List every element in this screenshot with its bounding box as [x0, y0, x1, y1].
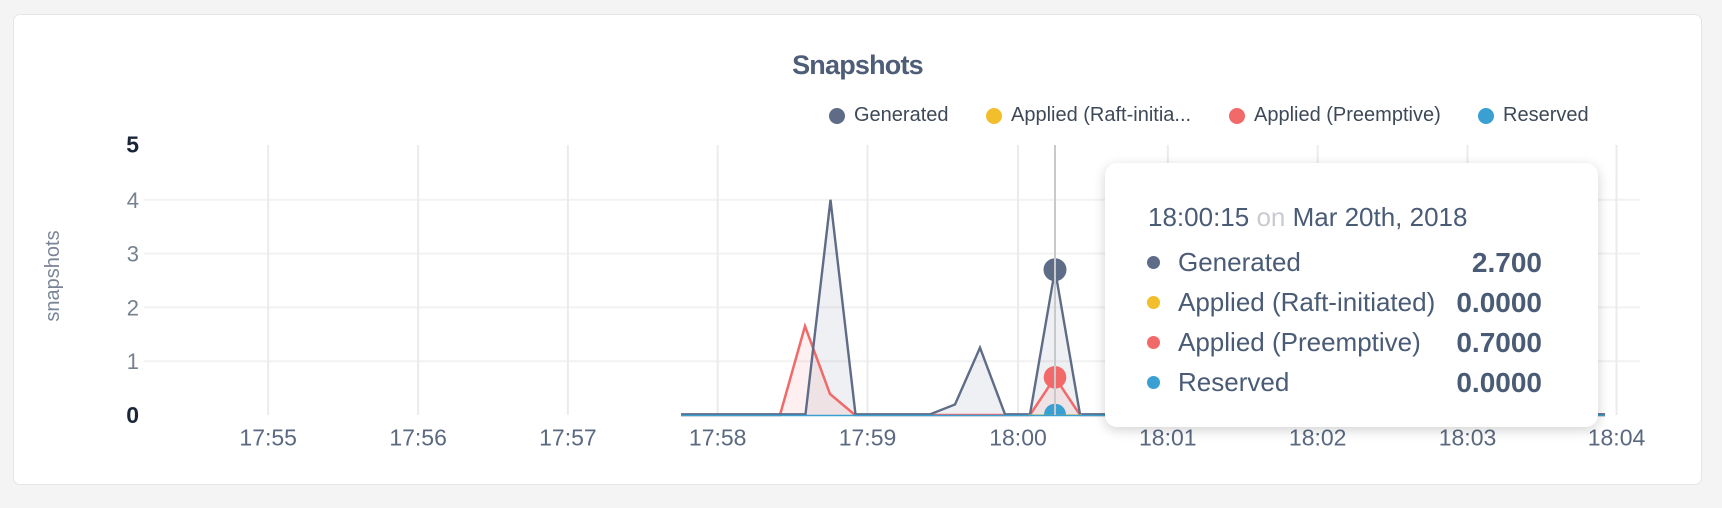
- svg-text:4: 4: [127, 188, 139, 213]
- svg-text:0: 0: [126, 402, 139, 428]
- svg-text:17:59: 17:59: [839, 425, 897, 451]
- svg-text:17:57: 17:57: [539, 425, 597, 451]
- svg-text:5: 5: [126, 132, 139, 158]
- svg-text:18:00: 18:00: [989, 425, 1047, 451]
- svg-text:18:02: 18:02: [1289, 425, 1347, 451]
- svg-text:17:55: 17:55: [239, 425, 297, 451]
- svg-text:1: 1: [127, 349, 139, 374]
- svg-text:18:04: 18:04: [1588, 425, 1646, 451]
- svg-text:17:58: 17:58: [689, 425, 747, 451]
- svg-text:snapshots: snapshots: [42, 230, 64, 321]
- svg-text:2: 2: [127, 295, 139, 320]
- svg-text:3: 3: [127, 242, 139, 267]
- svg-text:17:56: 17:56: [389, 425, 447, 451]
- svg-text:18:01: 18:01: [1139, 425, 1197, 451]
- svg-text:18:03: 18:03: [1439, 425, 1497, 451]
